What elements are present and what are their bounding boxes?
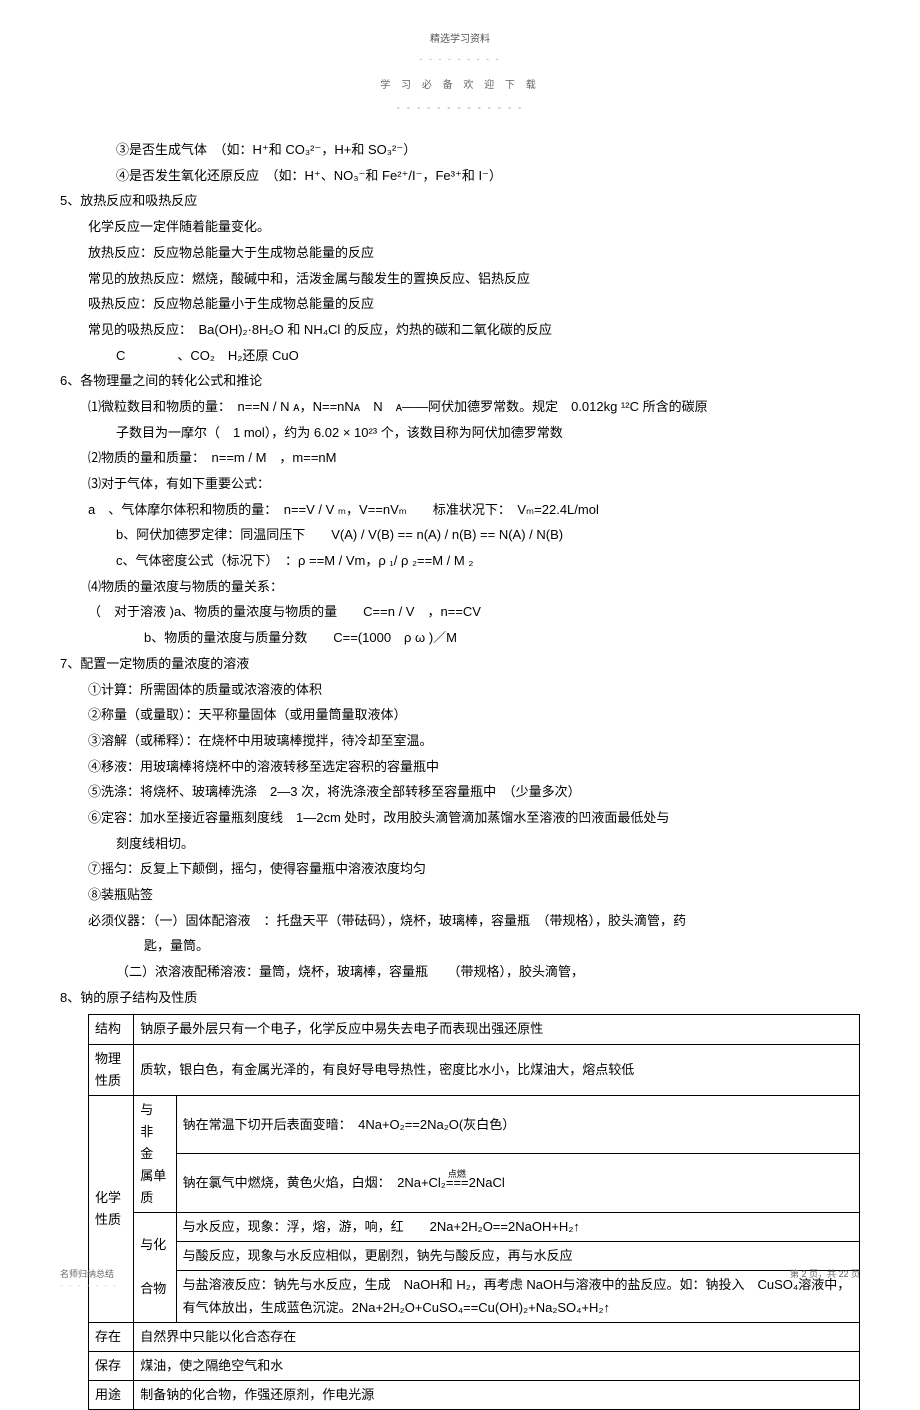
footer-right: 第 2 页，共 22 页 <box>790 1266 860 1283</box>
cell-text: 2NaCl <box>469 1175 505 1190</box>
text-line: 子数目为一摩尔（ 1 mol），约为 6.02 × 10²³ 个，该数目称为阿伏… <box>60 421 860 446</box>
table-row: 与盐溶液反应：钠先与水反应，生成 NaOH和 H₂，再考虑 NaOH与溶液中的盐… <box>89 1271 860 1322</box>
table-cell: 煤油，使之隔绝空气和水 <box>134 1351 860 1380</box>
text-line: （ 对于溶液 )a、物质的量浓度与物质的量 C==n / V ，n==CV <box>60 600 860 625</box>
text-line: ⑷物质的量浓度与物质的量关系： <box>60 575 860 600</box>
section-heading: 5、放热反应和吸热反应 <box>60 189 860 214</box>
text-line: 必须仪器：（一）固体配溶液 ：托盘天平（带砝码），烧杯，玻璃棒，容量瓶 （带规格… <box>60 909 860 934</box>
table-row: 结构 钠原子最外层只有一个电子，化学反应中易失去电子而表现出强还原性 <box>89 1015 860 1044</box>
table-cell: 制备钠的化合物，作强还原剂，作电光源 <box>134 1380 860 1409</box>
text-line: （二）浓溶液配稀溶液：量筒，烧杯，玻璃棒，容量瓶 （带规格），胶头滴管， <box>60 960 860 985</box>
text-line: ④移液：用玻璃棒将烧杯中的溶液转移至选定容积的容量瓶中 <box>60 755 860 780</box>
cell-text: 钠在氯气中燃烧，黄色火焰，白烟： 2Na+Cl₂ <box>183 1175 446 1190</box>
text-line: b、物质的量浓度与质量分数 C==(1000 ρ ω )／M <box>60 626 860 651</box>
table-row: 物理性质 质软，银白色，有金属光泽的，有良好导电导热性，密度比水小，比煤油大，熔… <box>89 1044 860 1095</box>
text-line: ③溶解（或稀释）：在烧杯中用玻璃棒搅拌，待冷却至室温。 <box>60 729 860 754</box>
text-line: ②称量（或量取）：天平称量固体（或用量筒量取液体） <box>60 703 860 728</box>
text-line: ⑤洗涤：将烧杯、玻璃棒洗涤 2—3 次，将洗涤液全部转移至容量瓶中 （少量多次） <box>60 780 860 805</box>
cell-text: 与化 <box>140 1237 166 1252</box>
section-heading: 8、钠的原子结构及性质 <box>60 986 860 1011</box>
table-cell: 与盐溶液反应：钠先与水反应，生成 NaOH和 H₂，再考虑 NaOH与溶液中的盐… <box>176 1271 859 1322</box>
top-sub: - - - - - - - - - <box>60 51 860 68</box>
table-row: 钠在氯气中燃烧，黄色火焰，白烟： 2Na+Cl₂点燃===2NaCl <box>89 1154 860 1213</box>
table-cell: 与水反应，现象：浮，熔，游，响，红 2Na+2H₂O==2NaOH+H₂↑ <box>176 1213 859 1242</box>
text-line: c、气体密度公式（标况下） ：ρ ==M / Vm，ρ ₁/ ρ ₂==M / … <box>60 549 860 574</box>
text-line: 常见的放热反应：燃烧，酸碱中和，活泼金属与酸发生的置换反应、铝热反应 <box>60 267 860 292</box>
text-line: C 、CO₂ H₂还原 CuO <box>60 344 860 369</box>
table-cell: 钠在氯气中燃烧，黄色火焰，白烟： 2Na+Cl₂点燃===2NaCl <box>176 1154 859 1213</box>
table-cell: 保存 <box>89 1351 134 1380</box>
table-row: 化学性质 与 非 金属单质 钠在常温下切开后表面变暗： 4Na+O₂==2Na₂… <box>89 1095 860 1154</box>
table-row: 用途 制备钠的化合物，作强还原剂，作电光源 <box>89 1380 860 1409</box>
table-cell: 钠在常温下切开后表面变暗： 4Na+O₂==2Na₂O(灰白色） <box>176 1095 859 1154</box>
text-line: ④是否发生氧化还原反应 （如：H⁺、NO₃⁻和 Fe²⁺/I⁻，Fe³⁺和 I⁻… <box>60 164 860 189</box>
header-dashes: - - - - - - - - - - - - - <box>60 99 860 118</box>
table-row: 保存 煤油，使之隔绝空气和水 <box>89 1351 860 1380</box>
footer-left-sub: - - - - - - - <box>60 1278 118 1293</box>
table-cell: 物理性质 <box>89 1044 134 1095</box>
table-row: 与酸反应，现象与水反应相似，更剧烈，钠先与酸反应，再与水反应 <box>89 1242 860 1271</box>
text-line: ⑶对于气体，有如下重要公式： <box>60 472 860 497</box>
table-cell: 与 非 金属单质 <box>134 1095 176 1212</box>
text-line: ③是否生成气体 （如：H⁺和 CO₃²⁻，H+和 SO₃²⁻） <box>60 138 860 163</box>
text-line: 刻度线相切。 <box>60 832 860 857</box>
table-cell: 与酸反应，现象与水反应相似，更剧烈，钠先与酸反应，再与水反应 <box>176 1242 859 1271</box>
document-body: ③是否生成气体 （如：H⁺和 CO₃²⁻，H+和 SO₃²⁻） ④是否发生氧化还… <box>60 138 860 1410</box>
text-line: 常见的吸热反应： Ba(OH)₂·8H₂O 和 NH₄Cl 的反应，灼热的碳和二… <box>60 318 860 343</box>
table-cell: 自然界中只能以化合态存在 <box>134 1322 860 1351</box>
text-line: 放热反应：反应物总能量大于生成物总能量的反应 <box>60 241 860 266</box>
properties-table: 结构 钠原子最外层只有一个电子，化学反应中易失去电子而表现出强还原性 物理性质 … <box>88 1014 860 1409</box>
text-line: ⑦摇匀：反复上下颠倒，摇匀，使得容量瓶中溶液浓度均匀 <box>60 857 860 882</box>
table-cell: 结构 <box>89 1015 134 1044</box>
text-line: ①计算：所需固体的质量或浓溶液的体积 <box>60 678 860 703</box>
text-line: ⑧装瓶贴签 <box>60 883 860 908</box>
top-label: 精选学习资料 <box>60 30 860 49</box>
text-line: 吸热反应：反应物总能量小于生成物总能量的反应 <box>60 292 860 317</box>
table-row: 存在 自然界中只能以化合态存在 <box>89 1322 860 1351</box>
section-heading: 7、配置一定物质的量浓度的溶液 <box>60 652 860 677</box>
table-cell: 用途 <box>89 1380 134 1409</box>
text-line: ⑥定容：加水至接近容量瓶刻度线 1—2cm 处时，改用胶头滴管滴加蒸馏水至溶液的… <box>60 806 860 831</box>
table-row: 与化合物 与水反应，现象：浮，熔，游，响，红 2Na+2H₂O==2NaOH+H… <box>89 1213 860 1242</box>
cell-text: 合物 <box>140 1281 166 1296</box>
text-line: ⑵物质的量和质量： n==m / M ，m==nM <box>60 446 860 471</box>
cell-text: 属单质 <box>140 1168 166 1205</box>
table-cell: 与化合物 <box>134 1213 176 1322</box>
text-line: a 、气体摩尔体积和物质的量： n==V / V ₘ，V==nVₘ 标准状况下：… <box>60 498 860 523</box>
table-cell: 质软，银白色，有金属光泽的，有良好导电导热性，密度比水小，比煤油大，熔点较低 <box>134 1044 860 1095</box>
text-line: 匙，量筒。 <box>60 934 860 959</box>
text-line: ⑴微粒数目和物质的量： n==N / N ᴀ，N==nNᴀ N ᴀ——阿伏加德罗… <box>60 395 860 420</box>
section-heading: 6、各物理量之间的转化公式和推论 <box>60 369 860 394</box>
table-cell: 钠原子最外层只有一个电子，化学反应中易失去电子而表现出强还原性 <box>134 1015 860 1044</box>
text-line: b、阿伏加德罗定律：同温同压下 V(A) / V(B) == n(A) / n(… <box>60 523 860 548</box>
cell-text: 与 非 金 <box>140 1102 153 1161</box>
page-header: 学 习 必 备 欢 迎 下 载 <box>60 76 860 95</box>
table-cell: 存在 <box>89 1322 134 1351</box>
text-line: 化学反应一定伴随着能量变化。 <box>60 215 860 240</box>
